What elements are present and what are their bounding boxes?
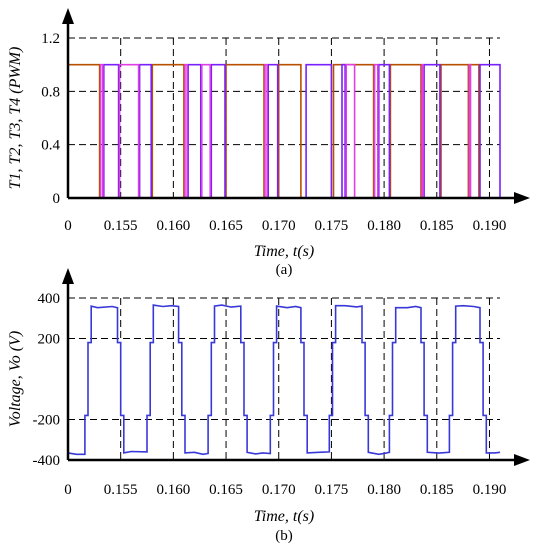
x-tick-label: 0.170 [262, 218, 296, 234]
series-line-1 [67, 63, 480, 198]
x-tick-label: 0 [64, 482, 72, 498]
y-axis-arrow [62, 8, 74, 24]
y-tick-label: -200 [33, 413, 61, 429]
y-tick-label: 400 [38, 291, 61, 307]
x-tick-label: 0.175 [315, 218, 349, 234]
y-tick-label: 200 [38, 332, 61, 348]
x-tick-label: 0.180 [367, 482, 401, 498]
x-tick-label: 0.165 [209, 218, 243, 234]
y-tick-label: -400 [33, 453, 61, 469]
panel-a-pwm-chart: 0 0.155 0.160 0.165 0.170 0.175 0.180 0.185 0.19… [7, 8, 530, 278]
x-tick-label: 0.190 [473, 218, 507, 234]
y-tick-label: 0.4 [41, 138, 60, 154]
panel-caption: (b) [275, 528, 293, 544]
x-tick-label: 0.160 [156, 482, 190, 498]
y-tick-label: 0 [53, 191, 61, 207]
panel-b-voltage-chart: 0 0.155 0.160 0.165 0.170 0.175 0.180 0.185 0.19… [7, 268, 530, 544]
x-tick-label: 0 [64, 218, 72, 234]
x-axis-arrow [514, 192, 530, 204]
x-tick-label: 0.170 [262, 482, 296, 498]
x-tick-label: 0.165 [209, 482, 243, 498]
x-tick-label: 0.155 [104, 482, 138, 498]
series-line-2 [103, 63, 501, 198]
y-tick-label: 0.8 [41, 84, 60, 100]
x-tick-label: 0.180 [367, 218, 401, 234]
x-tick-label: 0.155 [104, 218, 138, 234]
x-axis-label: Time, t(s) [254, 508, 314, 525]
series-line-3 [99, 63, 472, 198]
x-tick-label: 0.190 [473, 482, 507, 498]
series-line-1 [67, 304, 501, 456]
x-axis-label: Time, t(s) [254, 243, 314, 260]
y-axis-label: Voltage, Vo (V) [7, 331, 24, 427]
x-tick-label: 0.160 [156, 218, 190, 234]
x-tick-label: 0.175 [315, 482, 349, 498]
y-axis-arrow [62, 268, 74, 284]
y-axis-label: T1, T2, T3, T4 (PWM) [7, 47, 24, 190]
x-tick-label: 0.185 [420, 218, 454, 234]
x-axis-arrow [514, 454, 530, 466]
panel-caption: (a) [276, 262, 293, 278]
x-tick-label: 0.185 [420, 482, 454, 498]
y-tick-label: 1.2 [41, 31, 60, 47]
